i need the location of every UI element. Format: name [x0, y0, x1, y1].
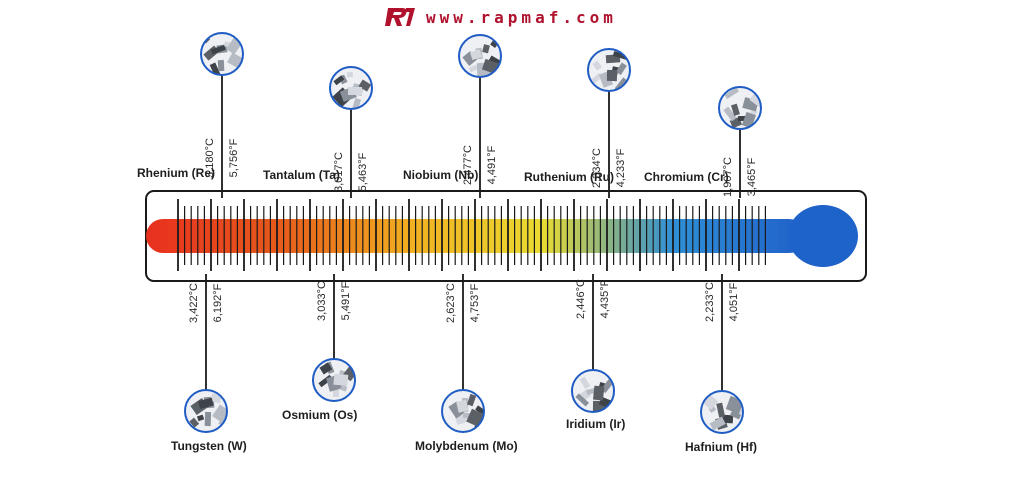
- celsius-label-chromium: 1,907°C: [722, 156, 734, 197]
- metal-name-rhenium: Rhenium (Re): [137, 166, 215, 180]
- fahrenheit-label-rhenium: 5,756°F: [228, 138, 240, 177]
- celsius-label-molybdenum: 2,623°C: [445, 282, 457, 323]
- metal-pointers: [184, 32, 762, 434]
- rhenium-sample-icon: [200, 32, 244, 76]
- fahrenheit-label-hafnium: 4,051°F: [728, 282, 740, 321]
- celsius-label-niobium: 2,477°C: [462, 144, 474, 185]
- celsius-label-osmium: 3,033°C: [316, 280, 328, 321]
- fahrenheit-label-niobium: 4,491°F: [486, 145, 498, 184]
- tungsten-sample-icon: [184, 389, 228, 433]
- site-url: www.rapmaf.com: [426, 7, 617, 27]
- metal-name-chromium: Chromium (Cr): [644, 170, 729, 184]
- metal-name-niobium: Niobium (Nb): [403, 168, 479, 182]
- hafnium-sample-icon: [700, 390, 744, 434]
- rapmaf-logo-icon: [385, 8, 415, 26]
- fahrenheit-label-chromium: 3,465°F: [746, 157, 758, 196]
- celsius-label-rhenium: 3,180°C: [204, 137, 216, 178]
- celsius-label-tungsten: 3,422°C: [188, 282, 200, 323]
- metal-name-tungsten: Tungsten (W): [171, 439, 247, 453]
- celsius-label-hafnium: 2,233°C: [704, 281, 716, 322]
- scale-ticks: [177, 199, 767, 271]
- fahrenheit-label-tantalum: 5,463°F: [357, 152, 369, 191]
- thermometer-tube: [146, 219, 806, 253]
- fahrenheit-label-molybdenum: 4,753°F: [469, 283, 481, 322]
- brand-header[interactable]: www.rapmaf.com: [384, 4, 617, 30]
- metal-name-ruthenium: Ruthenium (Ru): [524, 170, 614, 184]
- tantalum-sample-icon: [329, 66, 373, 110]
- thermometer-bulb: [788, 205, 858, 267]
- celsius-label-iridium: 2,446°C: [575, 279, 587, 319]
- metal-name-hafnium: Hafnium (Hf): [685, 440, 757, 454]
- fahrenheit-label-tungsten: 6,192°F: [212, 283, 224, 322]
- chromium-sample-icon: [718, 86, 762, 130]
- fahrenheit-label-osmium: 5,491°F: [340, 281, 352, 320]
- fahrenheit-label-ruthenium: 4,233°F: [615, 148, 627, 188]
- celsius-label-ruthenium: 2,334°C: [591, 148, 603, 188]
- iridium-sample-icon: [571, 369, 615, 413]
- ruthenium-sample-icon: [587, 48, 631, 92]
- molybdenum-sample-icon: [441, 389, 485, 433]
- metal-name-iridium: Iridium (Ir): [566, 417, 626, 431]
- osmium-sample-icon: [312, 358, 356, 402]
- metal-name-molybdenum: Molybdenum (Mo): [415, 439, 518, 453]
- metal-name-tantalum: Tantalum (Ta): [263, 168, 340, 182]
- metal-name-osmium: Osmium (Os): [282, 408, 358, 422]
- fahrenheit-label-iridium: 4,435°F: [599, 279, 611, 319]
- niobium-sample-icon: [458, 34, 502, 78]
- celsius-label-tantalum: 3,017°C: [333, 151, 345, 192]
